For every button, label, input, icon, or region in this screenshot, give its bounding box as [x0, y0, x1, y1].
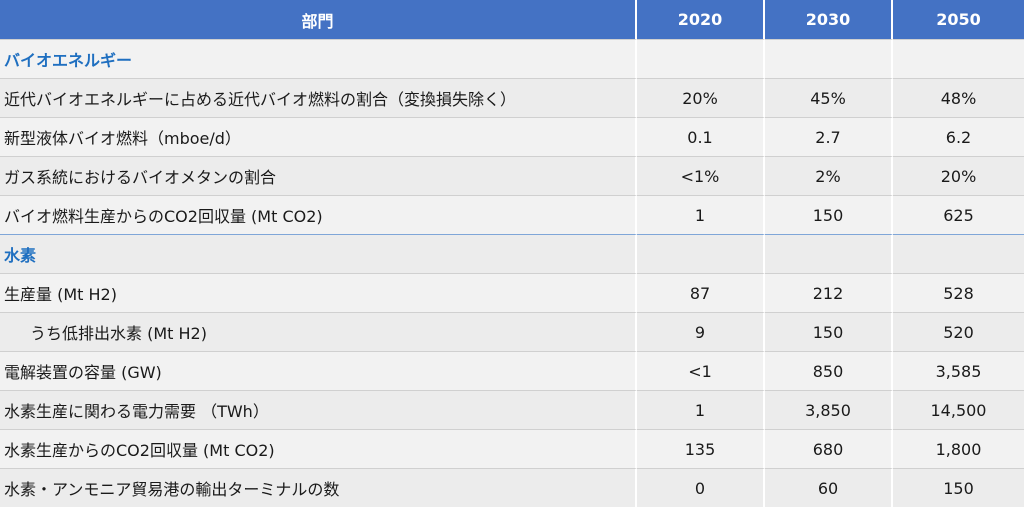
value-2030: 45% [765, 78, 893, 117]
section-header-bioenergy: バイオエネルギー [0, 39, 1024, 78]
header-sector: 部門 [0, 0, 637, 39]
table-row: うち低排出水素 (Mt H2) 9 150 520 [0, 312, 1024, 351]
value-2020: 1 [637, 390, 765, 429]
empty-cell [637, 39, 765, 78]
value-2050: 520 [893, 312, 1024, 351]
value-2020: 87 [637, 273, 765, 312]
value-2020: <1 [637, 351, 765, 390]
value-2050: 3,585 [893, 351, 1024, 390]
value-2030: 212 [765, 273, 893, 312]
header-year-2050: 2050 [893, 0, 1024, 39]
value-2030: 150 [765, 195, 893, 234]
value-2050: 1,800 [893, 429, 1024, 468]
table-row: 新型液体バイオ燃料（mboe/d） 0.1 2.7 6.2 [0, 117, 1024, 156]
table-row: 近代バイオエネルギーに占める近代バイオ燃料の割合（変換損失除く） 20% 45%… [0, 78, 1024, 117]
value-2030: 3,850 [765, 390, 893, 429]
value-2050: 150 [893, 468, 1024, 507]
row-label: うち低排出水素 (Mt H2) [0, 312, 637, 351]
table-header: 部門 2020 2030 2050 [0, 0, 1024, 39]
empty-cell [893, 234, 1024, 273]
table-row: 電解装置の容量 (GW) <1 850 3,585 [0, 351, 1024, 390]
row-label: バイオ燃料生産からのCO2回収量 (Mt CO2) [0, 195, 637, 234]
row-label: 水素・アンモニア貿易港の輸出ターミナルの数 [0, 468, 637, 507]
table-row: ガス系統におけるバイオメタンの割合 <1% 2% 20% [0, 156, 1024, 195]
empty-cell [765, 39, 893, 78]
table-row: 水素・アンモニア貿易港の輸出ターミナルの数 0 60 150 [0, 468, 1024, 507]
header-year-2030: 2030 [765, 0, 893, 39]
value-2050: 20% [893, 156, 1024, 195]
section-header-hydrogen: 水素 [0, 234, 1024, 273]
row-label: 水素生産に関わる電力需要 （TWh） [0, 390, 637, 429]
table-row: 水素生産に関わる電力需要 （TWh） 1 3,850 14,500 [0, 390, 1024, 429]
empty-cell [765, 234, 893, 273]
value-2050: 14,500 [893, 390, 1024, 429]
empty-cell [637, 234, 765, 273]
header-row: 部門 2020 2030 2050 [0, 0, 1024, 39]
value-2030: 60 [765, 468, 893, 507]
row-label: 新型液体バイオ燃料（mboe/d） [0, 117, 637, 156]
value-2020: 135 [637, 429, 765, 468]
value-2020: 0.1 [637, 117, 765, 156]
value-2050: 48% [893, 78, 1024, 117]
row-label: ガス系統におけるバイオメタンの割合 [0, 156, 637, 195]
value-2050: 625 [893, 195, 1024, 234]
value-2020: <1% [637, 156, 765, 195]
section-title: バイオエネルギー [0, 39, 637, 78]
value-2050: 6.2 [893, 117, 1024, 156]
table-row: 水素生産からのCO2回収量 (Mt CO2) 135 680 1,800 [0, 429, 1024, 468]
value-2020: 9 [637, 312, 765, 351]
table-row: バイオ燃料生産からのCO2回収量 (Mt CO2) 1 150 625 [0, 195, 1024, 234]
value-2020: 0 [637, 468, 765, 507]
value-2030: 2% [765, 156, 893, 195]
value-2050: 528 [893, 273, 1024, 312]
table-row: 生産量 (Mt H2) 87 212 528 [0, 273, 1024, 312]
section-title: 水素 [0, 234, 637, 273]
value-2020: 20% [637, 78, 765, 117]
value-2030: 150 [765, 312, 893, 351]
row-label: 生産量 (Mt H2) [0, 273, 637, 312]
row-label: 近代バイオエネルギーに占める近代バイオ燃料の割合（変換損失除く） [0, 78, 637, 117]
empty-cell [893, 39, 1024, 78]
value-2030: 680 [765, 429, 893, 468]
row-label: 水素生産からのCO2回収量 (Mt CO2) [0, 429, 637, 468]
header-year-2020: 2020 [637, 0, 765, 39]
table-body: バイオエネルギー 近代バイオエネルギーに占める近代バイオ燃料の割合（変換損失除く… [0, 39, 1024, 507]
value-2030: 2.7 [765, 117, 893, 156]
value-2020: 1 [637, 195, 765, 234]
row-label: 電解装置の容量 (GW) [0, 351, 637, 390]
value-2030: 850 [765, 351, 893, 390]
